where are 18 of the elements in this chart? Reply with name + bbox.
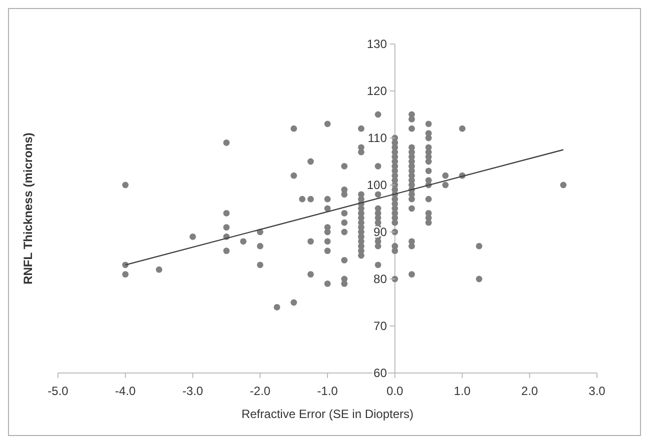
x-tick-label: -3.0	[182, 384, 204, 398]
x-tick-label: 1.0	[454, 384, 471, 398]
x-axis-title: Refractive Error (SE in Diopters)	[241, 407, 414, 421]
y-tick-label: 120	[366, 84, 388, 98]
y-tick-label: 80	[374, 272, 388, 286]
y-tick-label: 110	[368, 131, 388, 145]
y-tick-label: 60	[374, 366, 388, 380]
x-tick-label: -2.0	[250, 384, 271, 398]
y-tick-label: 130	[366, 37, 388, 51]
y-tick-label: 70	[374, 319, 388, 333]
x-tick-label: -1.0	[317, 384, 338, 398]
x-tick-label: 2.0	[521, 384, 538, 398]
x-tick-label: -5.0	[48, 384, 69, 398]
y-axis-title: RNFL Thickness (microns)	[21, 132, 35, 284]
x-tick-label: 3.0	[588, 384, 606, 398]
x-tick-label: 0.0	[386, 384, 404, 398]
x-tick-label: -4.0	[115, 384, 136, 398]
y-tick-label: 90	[374, 225, 388, 239]
